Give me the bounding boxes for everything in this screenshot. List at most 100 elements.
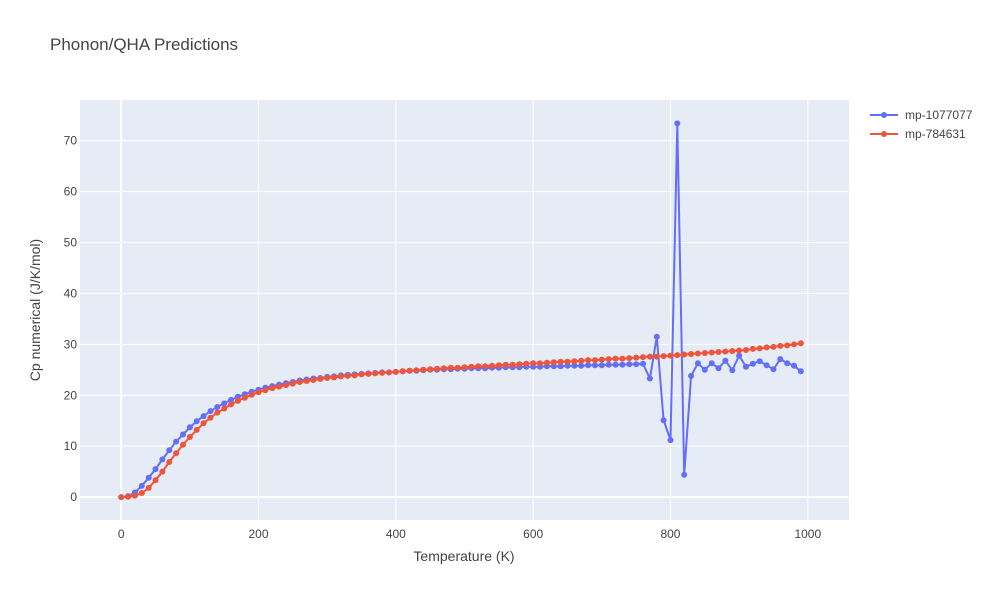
data-point[interactable] bbox=[289, 380, 296, 387]
data-point[interactable] bbox=[784, 342, 791, 349]
data-point[interactable] bbox=[516, 361, 523, 368]
data-point[interactable] bbox=[324, 375, 331, 381]
data-point[interactable] bbox=[674, 120, 681, 127]
data-point[interactable] bbox=[585, 357, 592, 364]
data-point[interactable] bbox=[660, 417, 667, 424]
data-point[interactable] bbox=[166, 447, 173, 454]
data-point[interactable] bbox=[228, 396, 235, 403]
data-point[interactable] bbox=[667, 352, 674, 359]
data-point[interactable] bbox=[605, 356, 612, 363]
data-point[interactable] bbox=[489, 362, 495, 369]
data-point[interactable] bbox=[214, 409, 221, 416]
data-point[interactable] bbox=[234, 397, 241, 404]
data-point[interactable] bbox=[502, 361, 509, 368]
data-point[interactable] bbox=[296, 379, 303, 385]
data-point[interactable] bbox=[571, 358, 578, 365]
data-point[interactable] bbox=[125, 493, 132, 500]
data-point[interactable] bbox=[653, 333, 660, 340]
data-point[interactable] bbox=[612, 355, 619, 362]
data-point[interactable] bbox=[193, 418, 200, 425]
data-point[interactable] bbox=[207, 414, 214, 421]
data-point[interactable] bbox=[193, 426, 200, 433]
data-point[interactable] bbox=[619, 355, 626, 362]
data-point[interactable] bbox=[756, 345, 763, 352]
data-point[interactable] bbox=[571, 362, 578, 369]
data-point[interactable] bbox=[694, 350, 701, 357]
data-point[interactable] bbox=[550, 359, 557, 366]
data-point[interactable] bbox=[214, 404, 221, 410]
data-point[interactable] bbox=[344, 372, 351, 379]
data-point[interactable] bbox=[633, 354, 640, 361]
data-point[interactable] bbox=[701, 366, 708, 373]
data-point[interactable] bbox=[440, 365, 447, 372]
data-point[interactable] bbox=[770, 343, 777, 350]
data-point[interactable] bbox=[674, 352, 681, 359]
data-point[interactable] bbox=[640, 360, 646, 367]
data-point[interactable] bbox=[152, 477, 159, 484]
data-point[interactable] bbox=[138, 490, 145, 496]
data-point[interactable] bbox=[605, 361, 612, 368]
data-point[interactable] bbox=[173, 438, 180, 445]
legend-item-mp-1077077[interactable]: mp-1077077 bbox=[870, 108, 973, 122]
data-point[interactable] bbox=[447, 364, 454, 371]
data-point[interactable] bbox=[797, 368, 804, 375]
data-point[interactable] bbox=[468, 363, 475, 370]
data-point[interactable] bbox=[626, 361, 633, 368]
data-point[interactable] bbox=[262, 387, 269, 394]
data-point[interactable] bbox=[173, 450, 180, 457]
data-point[interactable] bbox=[399, 368, 406, 375]
data-point[interactable] bbox=[777, 356, 784, 363]
data-point[interactable] bbox=[763, 362, 770, 369]
data-point[interactable] bbox=[228, 401, 235, 408]
data-point[interactable] bbox=[495, 362, 502, 369]
data-point[interactable] bbox=[653, 353, 660, 360]
data-point[interactable] bbox=[667, 437, 674, 444]
data-point[interactable] bbox=[530, 360, 537, 367]
data-point[interactable] bbox=[646, 375, 653, 382]
data-point[interactable] bbox=[736, 347, 743, 354]
data-point[interactable] bbox=[729, 367, 736, 374]
data-point[interactable] bbox=[578, 357, 585, 364]
data-point[interactable] bbox=[557, 363, 564, 370]
data-point[interactable] bbox=[337, 373, 344, 380]
data-point[interactable] bbox=[585, 362, 592, 369]
data-point[interactable] bbox=[791, 362, 798, 369]
data-point[interactable] bbox=[770, 366, 777, 373]
data-point[interactable] bbox=[331, 374, 337, 381]
data-point[interactable] bbox=[386, 369, 392, 376]
data-point[interactable] bbox=[276, 383, 283, 390]
data-point[interactable] bbox=[180, 441, 186, 448]
data-point[interactable] bbox=[475, 363, 482, 370]
data-point[interactable] bbox=[523, 360, 530, 367]
data-point[interactable] bbox=[626, 355, 633, 362]
data-point[interactable] bbox=[578, 362, 585, 369]
data-point[interactable] bbox=[509, 361, 516, 368]
data-point[interactable] bbox=[461, 364, 468, 371]
data-point[interactable] bbox=[681, 471, 688, 478]
data-point[interactable] bbox=[749, 360, 756, 367]
data-point[interactable] bbox=[365, 370, 372, 377]
data-point[interactable] bbox=[612, 361, 619, 368]
data-point[interactable] bbox=[310, 377, 317, 383]
data-point[interactable] bbox=[372, 370, 379, 377]
data-point[interactable] bbox=[660, 353, 667, 360]
data-point[interactable] bbox=[283, 382, 289, 389]
data-point[interactable] bbox=[708, 349, 715, 356]
data-point[interactable] bbox=[598, 362, 605, 369]
data-point[interactable] bbox=[688, 351, 695, 357]
data-point[interactable] bbox=[159, 456, 166, 463]
data-point[interactable] bbox=[200, 413, 207, 420]
data-point[interactable] bbox=[159, 468, 166, 475]
data-point[interactable] bbox=[619, 361, 626, 368]
data-point[interactable] bbox=[715, 365, 722, 372]
data-point[interactable] bbox=[145, 474, 152, 481]
data-point[interactable] bbox=[763, 344, 770, 351]
data-point[interactable] bbox=[543, 359, 550, 366]
data-point[interactable] bbox=[241, 394, 248, 401]
data-point[interactable] bbox=[708, 360, 715, 367]
data-point[interactable] bbox=[640, 354, 646, 361]
data-point[interactable] bbox=[200, 420, 207, 427]
data-point[interactable] bbox=[592, 362, 598, 369]
data-point[interactable] bbox=[688, 372, 695, 379]
legend[interactable]: mp-1077077 mp-784631 bbox=[870, 108, 973, 141]
